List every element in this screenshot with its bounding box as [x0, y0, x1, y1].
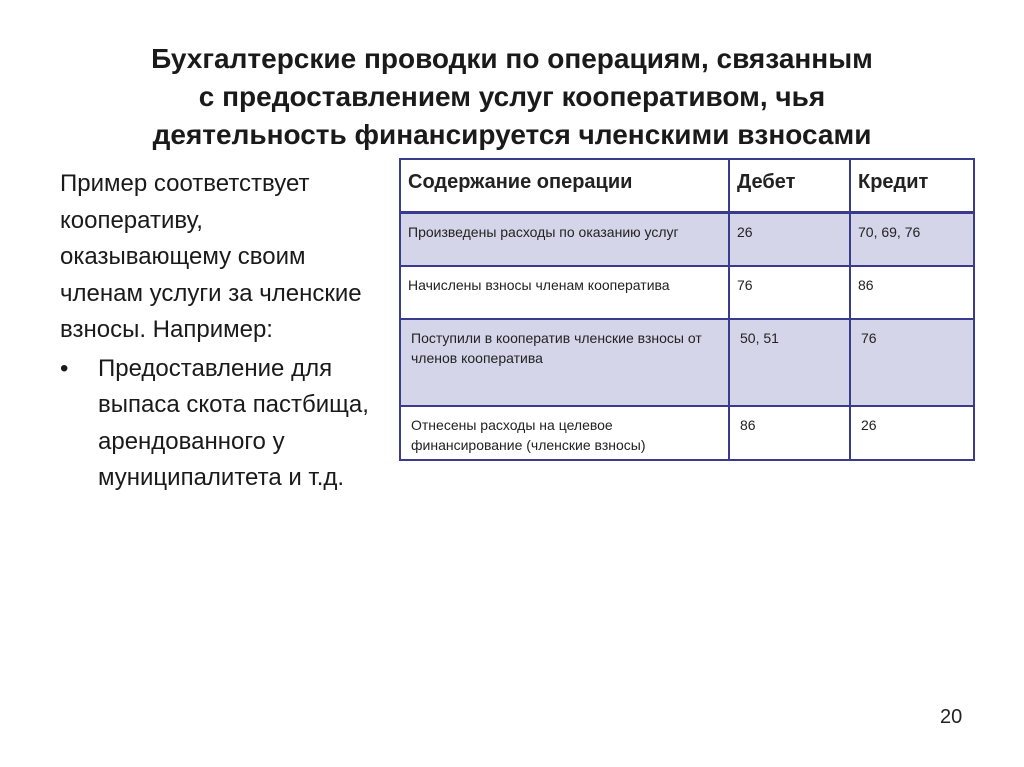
- left-text: Пример соответствует кооперативу, оказыв…: [60, 166, 380, 497]
- cell-debit: 76: [728, 264, 851, 320]
- header-debit: Дебет: [728, 158, 851, 214]
- title-line: деятельность финансируется членскими взн…: [152, 119, 872, 150]
- table-row: Произведены расходы по оказанию услуг 26…: [399, 211, 975, 267]
- bullet-item: • Предоставление для выпаса скота пастби…: [60, 351, 380, 497]
- cell-debit: 26: [728, 211, 851, 267]
- intro-paragraph: Пример соответствует кооперативу, оказыв…: [60, 170, 362, 343]
- cell-credit: 70, 69, 76: [849, 211, 975, 267]
- table-row: Начислены взносы членам кооператива 76 8…: [399, 264, 975, 320]
- header-operation: Содержание операции: [399, 158, 730, 214]
- cell-operation: Отнесены расходы на целевое финансирован…: [399, 404, 730, 461]
- bullet-text: Предоставление для выпаса скота пастбища…: [98, 354, 369, 492]
- slide-title: Бухгалтерские проводки по операциям, свя…: [40, 40, 984, 154]
- title-line: с предоставлением услуг кооперативом, чь…: [198, 81, 826, 112]
- cell-credit: 26: [849, 404, 975, 461]
- cell-credit: 86: [849, 264, 975, 320]
- page-number: 20: [940, 706, 963, 728]
- cell-operation: Произведены расходы по оказанию услуг: [399, 211, 730, 267]
- cell-debit: 50, 51: [728, 317, 851, 407]
- table-row: Поступили в кооператив членские взносы о…: [399, 317, 975, 407]
- header-credit: Кредит: [849, 158, 975, 214]
- title-line: Бухгалтерские проводки по операциям, свя…: [151, 43, 873, 74]
- cell-operation: Начислены взносы членам кооператива: [399, 264, 730, 320]
- entries-table: Содержание операции Дебет Кредит Произве…: [399, 158, 975, 461]
- bullet-icon: •: [60, 354, 69, 382]
- cell-operation: Поступили в кооператив членские взносы о…: [399, 317, 730, 407]
- cell-credit: 76: [849, 317, 975, 407]
- cell-debit: 86: [728, 404, 851, 461]
- table-row: Отнесены расходы на целевое финансирован…: [399, 404, 975, 461]
- table-header: Содержание операции Дебет Кредит: [399, 158, 975, 214]
